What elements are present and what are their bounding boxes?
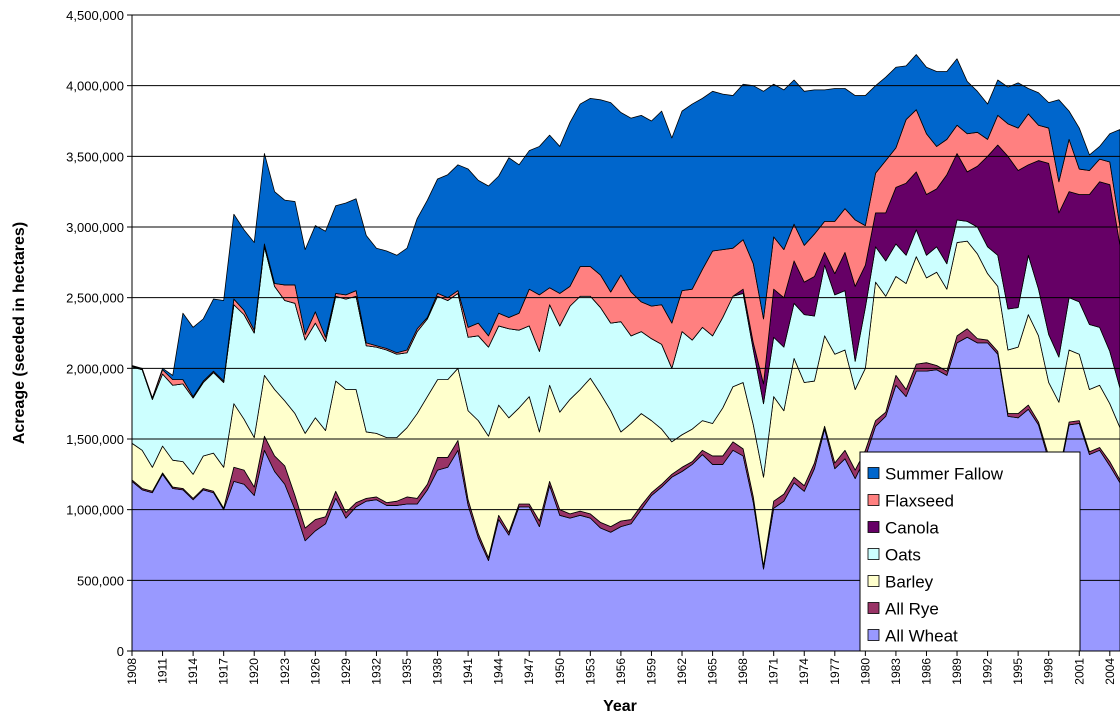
y-tick-label: 2,500,000	[66, 291, 124, 306]
y-tick-label: 4,500,000	[66, 8, 124, 23]
x-tick-label: 1989	[950, 658, 964, 685]
x-tick-label: 1995	[1011, 658, 1025, 685]
legend-swatch	[867, 602, 880, 614]
grid	[132, 14, 1120, 652]
x-tick-label: 1956	[614, 658, 628, 685]
y-tick-label: 500,000	[77, 573, 124, 588]
y-tick-label: 4,000,000	[66, 79, 124, 94]
legend-label: Canola	[885, 519, 939, 538]
x-tick-label: 1965	[706, 658, 720, 685]
legend-swatch	[867, 521, 880, 533]
x-tick-label: 1944	[492, 658, 506, 685]
x-tick-label: 1950	[553, 658, 567, 685]
x-tick-label: 1929	[339, 658, 353, 685]
x-tick-label: 1941	[461, 658, 475, 685]
legend-label: Barley	[885, 573, 934, 592]
x-tick-label: 1923	[278, 658, 292, 685]
x-tick-label: 1911	[156, 658, 170, 684]
y-tick-label: 1,500,000	[66, 432, 124, 447]
x-axis-title: Year	[603, 698, 637, 715]
x-tick-label: 1953	[583, 658, 597, 685]
x-tick-label: 1983	[889, 658, 903, 685]
x-tick-label: 1977	[828, 658, 842, 685]
legend-label: All Rye	[885, 600, 939, 619]
x-tick-label: 1968	[736, 658, 750, 685]
legend-label: Flaxseed	[885, 492, 954, 511]
x-tick-label: 1935	[400, 658, 414, 685]
x-tick-label: 1992	[981, 658, 995, 685]
x-tick-label: 1971	[767, 658, 781, 685]
x-tick-label: 1980	[858, 658, 872, 685]
x-tick-label: 1908	[125, 658, 139, 685]
x-tick-label: 1986	[919, 658, 933, 685]
legend: Summer Fallow Flaxseed Canola Oats Barley All…	[859, 451, 1081, 652]
x-tick-label: 2001	[1072, 658, 1086, 685]
legend-swatch	[867, 575, 880, 587]
x-tick-label: 1920	[247, 658, 261, 685]
y-tick-label: 3,000,000	[66, 220, 124, 235]
x-tick-label: 1926	[308, 658, 322, 685]
x-tick-label: 2004	[1103, 658, 1117, 685]
area	[131, 54, 1120, 399]
legend-box	[859, 451, 1081, 652]
legend-swatch	[867, 467, 880, 479]
y-tick-label: 1,000,000	[66, 503, 124, 518]
legend-swatch	[867, 494, 880, 506]
y-tick-label: 3,500,000	[66, 149, 124, 164]
legend-label: Oats	[885, 546, 921, 565]
legend-swatch	[867, 548, 880, 560]
x-tick-label: 1932	[369, 658, 383, 685]
x-tick-label: 1974	[797, 658, 811, 685]
legend-label: All Wheat	[885, 627, 958, 646]
x-tick-label: 1998	[1042, 658, 1056, 685]
y-tick-label: 2,000,000	[66, 361, 124, 376]
legend-swatch	[867, 629, 880, 641]
x-tick-label: 1917	[217, 658, 231, 685]
legend-label: Summer Fallow	[885, 465, 1004, 484]
x-tick-label: 1938	[431, 658, 445, 685]
y-axis-title: Acreage (seeded in hectares)	[11, 222, 28, 444]
x-tick-label: 1914	[186, 658, 200, 685]
x-tick-label: 1962	[675, 658, 689, 685]
y-tick-label: 0	[117, 644, 124, 659]
x-tick-label: 1947	[522, 658, 536, 685]
x-tick-label: 1959	[644, 658, 658, 685]
